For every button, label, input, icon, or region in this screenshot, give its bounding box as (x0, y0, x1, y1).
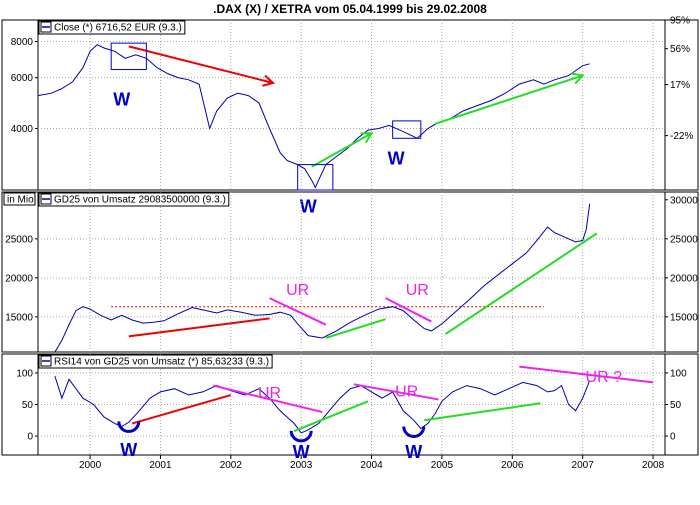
panel-frame (1, 191, 699, 353)
trend-line (519, 365, 654, 384)
x-tick-label: 2002 (220, 460, 243, 471)
left-tick-label: 25000 (5, 234, 33, 245)
legend-frame (38, 20, 186, 35)
left-tick-label: 20000 (5, 273, 33, 284)
legend-frame (38, 192, 230, 207)
right-tick-label: 56% (670, 44, 690, 55)
trend-line (325, 318, 386, 339)
x-tick-label: 2007 (572, 460, 595, 471)
right-tick-label: 95% (670, 16, 690, 27)
right-tick-label: 15000 (670, 312, 698, 323)
x-tick-label: 2004 (360, 460, 383, 471)
arrow-head (571, 72, 585, 85)
w-pattern-box (392, 120, 422, 139)
x-tick-label: 2000 (79, 460, 102, 471)
w-pattern-label: W (293, 442, 310, 462)
right-tick-label: 25000 (670, 234, 698, 245)
panel-volume: 25000 20000 15000 30000 25000 20000 15000 in Mi… (1, 191, 699, 353)
w-bottom-arc (117, 421, 141, 433)
left-tick-label: 50 (22, 400, 34, 411)
w-pattern-label: W (405, 442, 422, 462)
x-axis: 2000 2001 2002 2003 2004 2005 2006 2007 2008 (79, 455, 665, 471)
legend: RSI14 von GD25 von Umsatz (*) 85,63233 (… (38, 354, 273, 369)
arrow-head (360, 132, 374, 144)
trend-line (132, 394, 232, 425)
right-tick-label: 20000 (670, 273, 698, 284)
trend-line (444, 232, 598, 335)
legend-frame (38, 354, 273, 369)
trend-arrow (128, 45, 274, 84)
x-tick-label: 2001 (149, 460, 172, 471)
ur-label: UR (286, 282, 309, 299)
w-pattern-label: W (113, 89, 130, 109)
legend-label: GD25 von Umsatz 29083500000 (9.3.) (54, 195, 226, 206)
ur-label: UR (258, 385, 281, 402)
legend: GD25 von Umsatz 29083500000 (9.3.) (38, 192, 230, 207)
panel-price: 8000 6000 4000 95% 56% 17% -22% W W W Close (*) 67… (1, 16, 699, 216)
x-tick-label: 2005 (431, 460, 454, 471)
trend-arrow (434, 74, 583, 125)
arrow-head (262, 74, 276, 87)
trend-line (128, 317, 270, 338)
panel-frame (1, 353, 699, 456)
trend-line (212, 384, 323, 414)
trend-line (424, 402, 541, 422)
x-tick-label: 2003 (290, 460, 313, 471)
ur-label: UR (406, 282, 429, 299)
trend-line (293, 400, 369, 432)
x-tick-label: 2006 (501, 460, 524, 471)
left-tick-label: 100 (16, 368, 33, 379)
left-tick-label: 0 (27, 432, 33, 443)
left-tick-label: 15000 (5, 312, 33, 323)
chart-title: .DAX (X) / XETRA vom 05.04.1999 bis 29.0… (213, 2, 487, 16)
w-pattern-box (297, 164, 334, 191)
right-tick-label: 0 (670, 432, 676, 443)
unit-label-box (3, 192, 36, 206)
left-tick-label: 8000 (11, 37, 34, 48)
right-tick-label: -22% (670, 131, 693, 142)
w-bottom-arc (289, 430, 313, 443)
series-line-volume (54, 203, 591, 353)
right-tick-label: 17% (670, 80, 690, 91)
w-bottom-arc (402, 426, 426, 438)
left-tick-label: 4000 (11, 124, 34, 135)
ur-label: UR ? (586, 369, 623, 386)
right-tick-label: 30000 (670, 195, 698, 206)
legend: Close (*) 6716,52 EUR (9.3.) (38, 20, 186, 35)
trend-arrow (311, 132, 373, 168)
w-pattern-label: W (120, 440, 137, 460)
unit-label: in Mio (7, 195, 34, 206)
ur-label: UR (395, 384, 418, 401)
panel-rsi: 100 50 0 100 50 0 UR UR UR ? W W W RSI14 von GD25 vo… (1, 353, 699, 462)
trend-line (353, 383, 439, 401)
legend-label: RSI14 von GD25 von Umsatz (*) 85,63233 (… (54, 357, 269, 368)
right-tick-label: 50 (670, 400, 682, 411)
trend-line (269, 297, 327, 326)
trend-line (385, 297, 432, 323)
w-pattern-label: W (300, 196, 317, 216)
legend-label: Close (*) 6716,52 EUR (9.3.) (54, 23, 182, 34)
w-pattern-label: W (388, 148, 405, 168)
x-tick-label: 2008 (642, 460, 665, 471)
left-tick-label: 6000 (11, 73, 34, 84)
w-pattern-box (110, 42, 147, 71)
series-line-price (37, 44, 590, 189)
panel-frame (1, 19, 699, 191)
series-line-rsi (54, 375, 591, 434)
right-tick-label: 100 (670, 368, 687, 379)
